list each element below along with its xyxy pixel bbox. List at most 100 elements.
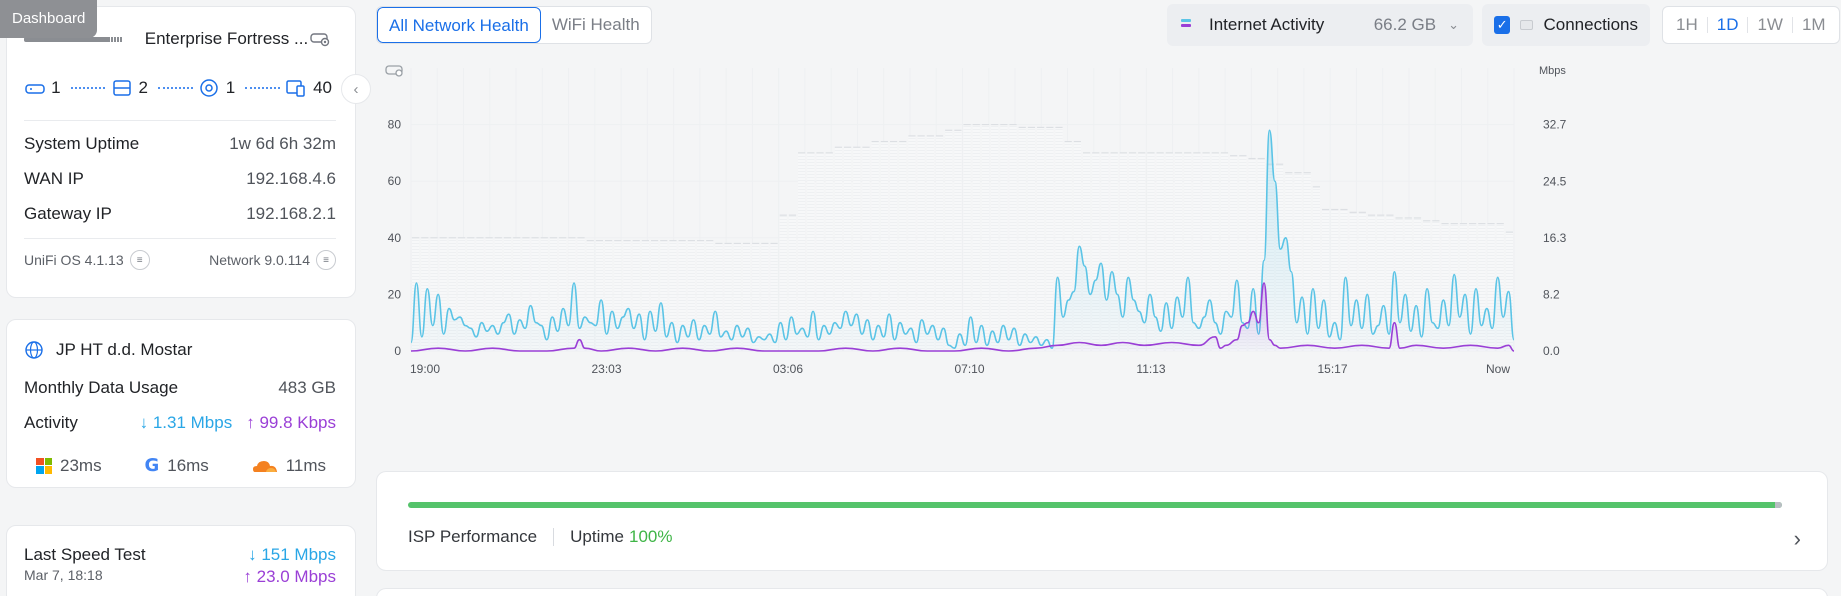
- right-axis-tick: 16.3: [1543, 231, 1567, 245]
- connections-bar: [779, 215, 787, 351]
- connections-bar: [531, 237, 539, 351]
- left-axis-tick: 20: [388, 287, 402, 301]
- collapse-sidebar-button[interactable]: ‹: [341, 74, 371, 104]
- connections-bar: [614, 240, 622, 351]
- speedtest-download: ↓ 151 Mbps: [248, 545, 336, 564]
- connections-bar: [1367, 215, 1376, 351]
- connections-bar: [1101, 152, 1109, 351]
- gateway-count: 1: [51, 78, 61, 97]
- connections-bar: [1404, 217, 1412, 351]
- speedtest-date: Mar 7, 18:18: [24, 567, 103, 583]
- connections-bar: [926, 135, 934, 351]
- connections-bar: [1147, 152, 1155, 351]
- connections-bar: [1119, 152, 1127, 351]
- download-area: [411, 130, 1514, 351]
- google-icon: G: [144, 455, 160, 476]
- gateway-icon: [24, 79, 45, 97]
- os-version: UniFi OS 4.1.13: [24, 252, 124, 268]
- access-point-icon: [199, 79, 220, 97]
- connections-bar: [687, 240, 695, 351]
- connections-bar: [871, 141, 879, 351]
- activity-download: ↓ 1.31 Mbps: [139, 413, 233, 432]
- isp-header: JP HT d.d. Mostar: [24, 340, 192, 360]
- connections-bar: [816, 152, 824, 351]
- internet-activity-dropdown[interactable]: Internet Activity 66.2 GB ⌄: [1167, 4, 1473, 46]
- connections-bar: [1082, 152, 1091, 351]
- connections-bar: [1211, 152, 1219, 351]
- connections-bar: [632, 240, 640, 351]
- connections-bar: [1193, 152, 1201, 351]
- release-notes-icon[interactable]: ≡: [129, 250, 150, 270]
- range-1h[interactable]: 1H: [1676, 15, 1698, 34]
- globe-icon: [25, 341, 43, 359]
- connections-bar: [1505, 232, 1513, 351]
- next-card: [376, 588, 1828, 596]
- connections-bar: [798, 152, 806, 351]
- connections-bar: [1165, 152, 1173, 351]
- connections-bar: [559, 237, 567, 351]
- connections-bar: [430, 237, 438, 351]
- connections-bar: [770, 243, 778, 351]
- range-1m[interactable]: 1M: [1801, 15, 1826, 34]
- release-notes-icon[interactable]: ≡: [316, 250, 336, 270]
- connections-bar: [724, 243, 732, 351]
- connections-bar: [788, 215, 797, 351]
- x-axis-tick: 23:03: [591, 362, 621, 376]
- connections-bar: [522, 237, 530, 351]
- speedtest: Last Speed Test ↓ 151 Mbps Mar 7, 18:18 ↑ …: [24, 545, 336, 586]
- topology-summary: 1 2 1 40: [24, 76, 336, 100]
- connections-bar: [503, 237, 512, 351]
- connections-bar: [844, 147, 852, 351]
- window-title-tag: Dashboard: [0, 0, 98, 38]
- tab-wifi-health[interactable]: WiFi Health: [551, 15, 640, 34]
- connections-bar: [660, 240, 668, 351]
- uptime-bar: [408, 502, 1782, 508]
- x-axis-tick: 19:00: [410, 362, 440, 376]
- connections-toggle[interactable]: ✓ Connections: [1482, 4, 1650, 46]
- cloudflare-icon: [252, 460, 277, 472]
- connections-bar: [540, 237, 548, 351]
- access-point-count: 1: [225, 78, 236, 97]
- latency-google: G 16ms: [144, 455, 209, 476]
- chevron-left-icon: ‹: [353, 80, 359, 98]
- connections-bar: [1220, 152, 1229, 351]
- range-1d[interactable]: 1D: [1716, 15, 1739, 34]
- range-1w[interactable]: 1W: [1757, 15, 1783, 34]
- connections-bar: [1432, 220, 1440, 351]
- connections-bar: [1386, 215, 1394, 351]
- connections-bar: [669, 240, 677, 351]
- health-tabs: All Network Health WiFi Health: [376, 6, 652, 44]
- right-axis-tick: 8.2: [1543, 287, 1560, 301]
- checkbox-checked-icon[interactable]: ✓: [1494, 16, 1511, 34]
- connections-bar: [1037, 127, 1045, 352]
- connections-bar: [595, 240, 604, 351]
- connections-bar: [513, 237, 521, 351]
- tab-all-network-health[interactable]: All Network Health: [377, 7, 541, 43]
- right-axis-tick: 32.7: [1543, 118, 1567, 132]
- isp-performance-card[interactable]: ISP Performance Uptime 100% ›: [376, 471, 1828, 571]
- internet-activity-total: 66.2 GB: [1373, 15, 1437, 34]
- connections-bar: [1331, 209, 1339, 351]
- latency-row: 23ms G 16ms 11ms: [36, 455, 326, 476]
- connections-bar: [1321, 209, 1330, 351]
- switch-icon: [111, 79, 132, 97]
- connections-bar: [945, 130, 953, 351]
- connections-bar: [1092, 152, 1100, 351]
- connections-bar: [899, 141, 907, 351]
- connections-bar: [1423, 220, 1431, 351]
- left-axis-tick: 80: [388, 118, 402, 132]
- connections-bar: [963, 124, 971, 351]
- right-axis-unit: Mbps: [1539, 65, 1566, 77]
- chevron-right-icon[interactable]: ›: [1793, 526, 1801, 551]
- left-axis-tick: 0: [394, 344, 401, 358]
- connections-bar: [908, 135, 916, 351]
- connections-bar: [1487, 223, 1495, 351]
- device-settings-icon[interactable]: [308, 24, 334, 54]
- speedtest-card[interactable]: [6, 525, 356, 596]
- device-header[interactable]: Enterprise Fortress ...: [24, 26, 334, 52]
- connections-bar: [467, 237, 475, 351]
- connections-bar: [1377, 215, 1385, 351]
- connections-bar: [1239, 155, 1247, 351]
- network-activity-chart[interactable]: 0 20 40 60 80 Mbps 0.0 8.2 16.3 24.5 32.7 19:00 23:0…: [376, 60, 1836, 460]
- connections-bar: [981, 124, 990, 351]
